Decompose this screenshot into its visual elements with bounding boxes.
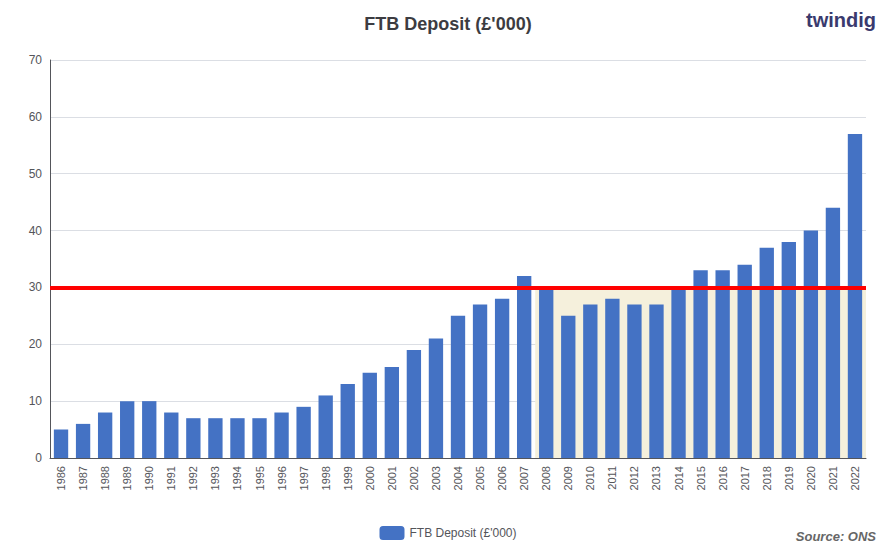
svg-text:1998: 1998 [320, 466, 332, 490]
svg-text:FTB Deposit (£'000): FTB Deposit (£'000) [364, 14, 531, 34]
svg-text:1992: 1992 [187, 466, 199, 490]
svg-text:20: 20 [29, 337, 43, 351]
svg-text:60: 60 [29, 110, 43, 124]
svg-text:2012: 2012 [628, 466, 640, 490]
svg-text:2019: 2019 [783, 466, 795, 490]
svg-text:2011: 2011 [606, 466, 618, 490]
svg-text:1991: 1991 [165, 466, 177, 490]
svg-text:1987: 1987 [77, 466, 89, 490]
svg-text:1999: 1999 [342, 466, 354, 490]
svg-text:2001: 2001 [386, 466, 398, 490]
svg-text:2022: 2022 [849, 466, 861, 490]
svg-text:1994: 1994 [231, 466, 243, 490]
svg-text:2009: 2009 [562, 466, 574, 490]
svg-text:2017: 2017 [739, 466, 751, 490]
svg-text:1996: 1996 [276, 466, 288, 490]
svg-text:2004: 2004 [452, 466, 464, 490]
svg-text:70: 70 [29, 53, 43, 67]
svg-text:2008: 2008 [540, 466, 552, 490]
svg-text:2015: 2015 [695, 466, 707, 490]
svg-text:2018: 2018 [761, 466, 773, 490]
svg-text:2016: 2016 [717, 466, 729, 490]
svg-text:1986: 1986 [55, 466, 67, 490]
svg-text:Source: ONS: Source: ONS [796, 529, 877, 544]
svg-text:2014: 2014 [673, 466, 685, 490]
svg-text:30: 30 [29, 280, 43, 294]
svg-text:1990: 1990 [143, 466, 155, 490]
svg-text:twindig: twindig [806, 9, 876, 31]
svg-text:1988: 1988 [99, 466, 111, 490]
svg-text:1993: 1993 [209, 466, 221, 490]
svg-text:2013: 2013 [650, 466, 662, 490]
svg-text:2000: 2000 [364, 466, 376, 490]
svg-text:1997: 1997 [298, 466, 310, 490]
svg-text:50: 50 [29, 167, 43, 181]
svg-text:2020: 2020 [805, 466, 817, 490]
svg-text:2005: 2005 [474, 466, 486, 490]
svg-text:2007: 2007 [518, 466, 530, 490]
svg-text:1995: 1995 [254, 466, 266, 490]
svg-text:2006: 2006 [496, 466, 508, 490]
svg-text:0: 0 [35, 451, 42, 465]
svg-text:2002: 2002 [408, 466, 420, 490]
svg-text:40: 40 [29, 224, 43, 238]
svg-text:1989: 1989 [121, 466, 133, 490]
svg-text:2010: 2010 [584, 466, 596, 490]
svg-text:2021: 2021 [827, 466, 839, 490]
svg-text:FTB Deposit (£'000): FTB Deposit (£'000) [410, 526, 517, 540]
svg-text:2003: 2003 [430, 466, 442, 490]
svg-text:10: 10 [29, 394, 43, 408]
